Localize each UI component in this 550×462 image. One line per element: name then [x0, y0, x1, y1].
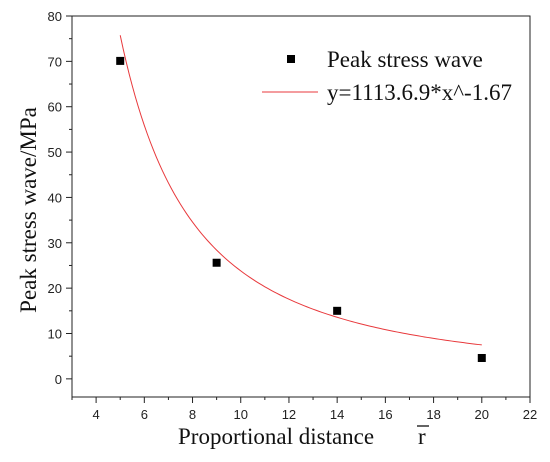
x-tick-label: 12: [282, 407, 296, 422]
plot-frame: [71, 15, 531, 398]
data-point: [333, 306, 342, 315]
x-tick-label: 8: [189, 407, 196, 422]
x-tick-label: 22: [523, 407, 537, 422]
legend-label-fit-equation: y=1113.6.9*x^-1.67: [327, 80, 512, 105]
y-tick-label: 20: [48, 281, 62, 296]
legend: Peak stress wave y=1113.6.9*x^-1.67: [262, 47, 512, 105]
x-tick-label: 4: [92, 407, 99, 422]
y-tick-label: 10: [48, 327, 62, 342]
legend-marker-peak-stress-wave: [287, 55, 295, 63]
x-axis-title-symbol: r: [418, 424, 426, 449]
x-tick-label: 16: [378, 407, 392, 422]
x-tick-label: 20: [475, 407, 489, 422]
x-axis-title-text: Proportional distance: [178, 424, 374, 449]
y-tick-label: 60: [48, 100, 62, 115]
fit-curve: [119, 35, 482, 346]
y-tick-label: 50: [48, 145, 62, 160]
x-tick-label: 18: [426, 407, 440, 422]
y-axis-ticks: 0 10 20 30 40 50 60 70 80: [48, 9, 72, 387]
x-tick-label: 10: [234, 407, 248, 422]
y-tick-label: 70: [48, 54, 62, 69]
y-axis-title: Peak stress wave/MPa: [16, 107, 41, 313]
y-tick-label: 40: [48, 190, 62, 205]
data-point: [116, 56, 125, 65]
x-axis-ticks: 4 6 8 10 12 14 16 18 20 22: [71, 397, 537, 422]
x-tick-label: 6: [141, 407, 148, 422]
data-point: [212, 258, 221, 267]
y-tick-label: 30: [48, 236, 62, 251]
x-tick-label: 14: [330, 407, 344, 422]
y-tick-label: 0: [55, 372, 62, 387]
x-axis-title: Proportional distance r: [178, 424, 429, 449]
plot-layer: [116, 35, 486, 362]
data-point: [477, 353, 486, 362]
legend-label-peak-stress-wave: Peak stress wave: [327, 47, 483, 72]
y-tick-label: 80: [48, 9, 62, 24]
